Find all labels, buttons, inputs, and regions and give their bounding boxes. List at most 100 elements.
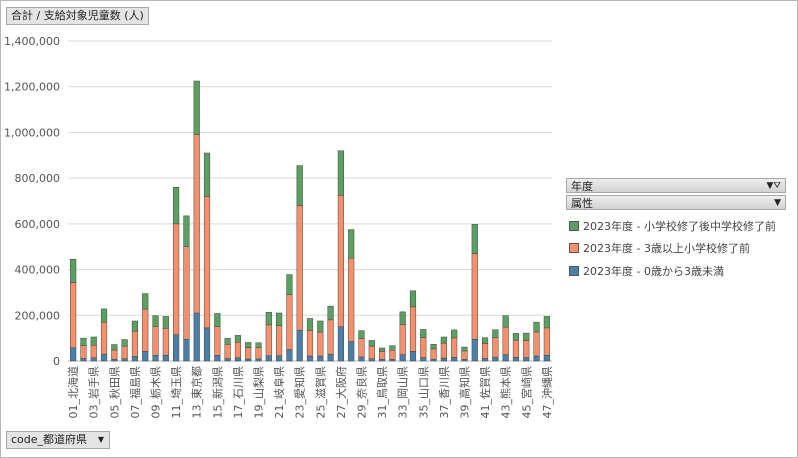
bar-segment bbox=[430, 358, 437, 362]
bar-segment bbox=[389, 350, 396, 360]
bar-segment bbox=[183, 339, 190, 362]
bar-segment bbox=[152, 355, 159, 362]
x-tick-label: 17_石川県 bbox=[232, 366, 245, 419]
axis-field-button[interactable]: code_都道府県 ▼ bbox=[6, 431, 111, 449]
chevron-down-icon[interactable]: ▼ bbox=[97, 435, 105, 444]
legend-attribute-filter[interactable]: 属性 ▼ bbox=[566, 195, 786, 210]
bar-segment bbox=[255, 358, 262, 362]
x-tick-label: 01_北海道 bbox=[66, 366, 80, 419]
bar-segment bbox=[173, 187, 180, 225]
bar-segment bbox=[173, 223, 180, 335]
bar-segment bbox=[327, 305, 334, 321]
bar-segment bbox=[399, 354, 406, 362]
bar-segment bbox=[306, 330, 314, 357]
bar-segment bbox=[70, 259, 77, 283]
x-tick-label: 27_大阪府 bbox=[334, 366, 348, 419]
bar-segment bbox=[523, 332, 530, 341]
x-tick-label: 21_岐阜県 bbox=[273, 366, 286, 419]
x-tick-label: 23_愛知県 bbox=[293, 366, 307, 419]
bar-segment bbox=[471, 253, 478, 340]
bar-segment bbox=[193, 312, 200, 362]
bar-segment bbox=[255, 347, 262, 360]
legend-item-age0-3: 2023年度 - 0歳から3歳未満 bbox=[569, 263, 724, 279]
bar-segment bbox=[481, 343, 489, 359]
bar-segment bbox=[245, 347, 252, 360]
chevron-down-icon[interactable]: ▼ bbox=[774, 198, 781, 208]
bar-segment bbox=[337, 195, 344, 327]
bar-segment bbox=[80, 358, 87, 362]
bar-segment bbox=[296, 205, 303, 331]
bar-segment bbox=[111, 358, 118, 362]
y-tick-label: 200,000 bbox=[15, 309, 61, 322]
x-tick-label: 43_熊本県 bbox=[499, 366, 513, 419]
x-tick-label: 33_岡山県 bbox=[397, 366, 410, 419]
bar-segment bbox=[440, 336, 447, 344]
bar-segment bbox=[358, 330, 365, 339]
bar-segment bbox=[543, 355, 550, 362]
bar-segment bbox=[90, 344, 97, 359]
bar-segment bbox=[286, 274, 293, 295]
legend-year-label: 年度 bbox=[571, 180, 593, 193]
bar-segment bbox=[193, 80, 200, 135]
bar-segment bbox=[121, 345, 128, 359]
bar-segment bbox=[337, 326, 344, 362]
legend-year-filter[interactable]: 年度 ▼⛛ bbox=[566, 178, 786, 193]
bar-segment bbox=[276, 355, 283, 362]
bar-segment bbox=[451, 329, 458, 339]
bar-segment bbox=[533, 331, 540, 357]
bar-segment bbox=[152, 315, 159, 327]
value-field-button[interactable]: 合計 / 支給対象児童数 (人) bbox=[6, 7, 149, 25]
bar-segment bbox=[80, 345, 87, 359]
bar-segment bbox=[142, 351, 149, 362]
x-tick-label: 41_佐賀県 bbox=[478, 366, 492, 419]
bar-segment bbox=[327, 353, 334, 362]
bar-segment bbox=[543, 327, 550, 356]
bar-segment bbox=[265, 355, 272, 362]
bar-segment bbox=[512, 333, 520, 341]
axis-field-label: code_都道府県 bbox=[11, 433, 88, 446]
bar-segment bbox=[142, 293, 149, 310]
bar-segment bbox=[348, 257, 355, 342]
bar-segment bbox=[255, 342, 262, 348]
bar-segment bbox=[523, 340, 530, 358]
bar-segment bbox=[193, 134, 200, 314]
bar-segment bbox=[481, 337, 489, 344]
x-tick-label: 09_栃木県 bbox=[149, 366, 163, 419]
bar-segment bbox=[306, 355, 314, 362]
bar-segment bbox=[224, 358, 231, 362]
bar-segment bbox=[276, 312, 283, 326]
bar-segment bbox=[399, 324, 406, 355]
bar-segment bbox=[461, 346, 468, 352]
bar-segment bbox=[420, 357, 427, 362]
legend-attribute-label: 属性 bbox=[571, 197, 593, 210]
bar-segment bbox=[203, 152, 211, 197]
bar-segment bbox=[512, 357, 520, 362]
bar-segment bbox=[214, 313, 221, 327]
y-tick-label: 1,400,000 bbox=[4, 35, 60, 48]
legend-item-age3-elementary: 2023年度 - 3歳以上小学校修了前 bbox=[569, 240, 750, 256]
bar-segment bbox=[90, 357, 97, 362]
bar-segment bbox=[461, 350, 468, 360]
y-tick-label: 600,000 bbox=[15, 218, 61, 231]
bar-segment bbox=[162, 355, 169, 362]
bar-segment bbox=[70, 282, 77, 348]
y-tick-label: 800,000 bbox=[15, 172, 61, 185]
bar-segment bbox=[100, 353, 108, 362]
x-tick-label: 47_沖縄県 bbox=[540, 366, 554, 419]
x-tick-label: 39_高知県 bbox=[457, 366, 471, 419]
bar-segment bbox=[492, 337, 499, 358]
bar-segment bbox=[131, 320, 139, 332]
bar-segment bbox=[296, 329, 303, 362]
filter-icon[interactable]: ▼⛛ bbox=[766, 181, 781, 191]
x-tick-label: 29_奈良県 bbox=[354, 366, 368, 419]
bar-segment bbox=[173, 334, 180, 362]
bar-segment bbox=[523, 357, 530, 362]
bar-segment bbox=[214, 355, 221, 362]
bar-segment bbox=[131, 331, 139, 357]
bar-segment bbox=[317, 320, 324, 333]
bar-segment bbox=[543, 316, 550, 329]
bar-segment bbox=[152, 326, 159, 356]
bar-segment bbox=[203, 196, 211, 329]
bar-segment bbox=[409, 290, 417, 308]
bar-segment bbox=[306, 318, 314, 331]
